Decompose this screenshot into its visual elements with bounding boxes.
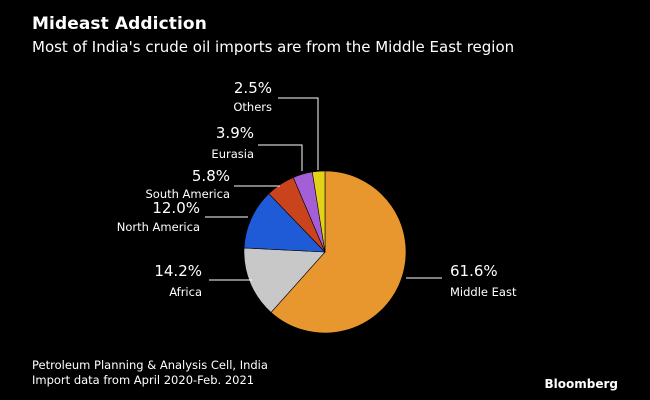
slice-pct-middle-east: 61.6% xyxy=(450,262,498,280)
slice-pct-north-america: 12.0% xyxy=(152,199,200,217)
slice-label-eurasia: Eurasia xyxy=(211,147,254,161)
slice-label-africa: Africa xyxy=(169,285,202,299)
chart-title: Mideast Addiction xyxy=(32,14,207,34)
pie-slice-others xyxy=(311,170,326,253)
pie-slices xyxy=(243,170,407,334)
chart-subtitle: Most of India's crude oil imports are fr… xyxy=(32,38,515,56)
source-line-2: Import data from April 2020-Feb. 2021 xyxy=(32,373,255,387)
slice-label-others: Others xyxy=(233,100,272,114)
slice-pct-south-america: 5.8% xyxy=(192,167,230,185)
source-line-1: Petroleum Planning & Analysis Cell, Indi… xyxy=(32,358,268,372)
slice-label-middle-east: Middle East xyxy=(450,285,517,299)
slice-label-north-america: North America xyxy=(117,220,200,234)
source-note: Petroleum Planning & Analysis Cell, Indi… xyxy=(32,358,268,388)
pie-slice-north-america xyxy=(243,193,326,253)
pie-slice-africa xyxy=(243,247,326,313)
slice-pct-others: 2.5% xyxy=(234,79,272,97)
slice-label-south-america: South America xyxy=(145,187,230,201)
slice-pct-eurasia: 3.9% xyxy=(216,124,254,142)
bloomberg-logo: Bloomberg xyxy=(544,377,619,391)
leader-line-eurasia xyxy=(258,144,303,171)
slice-pct-africa: 14.2% xyxy=(154,262,202,280)
pie-slice-middle-east xyxy=(270,170,407,334)
leader-line-others xyxy=(278,97,319,170)
